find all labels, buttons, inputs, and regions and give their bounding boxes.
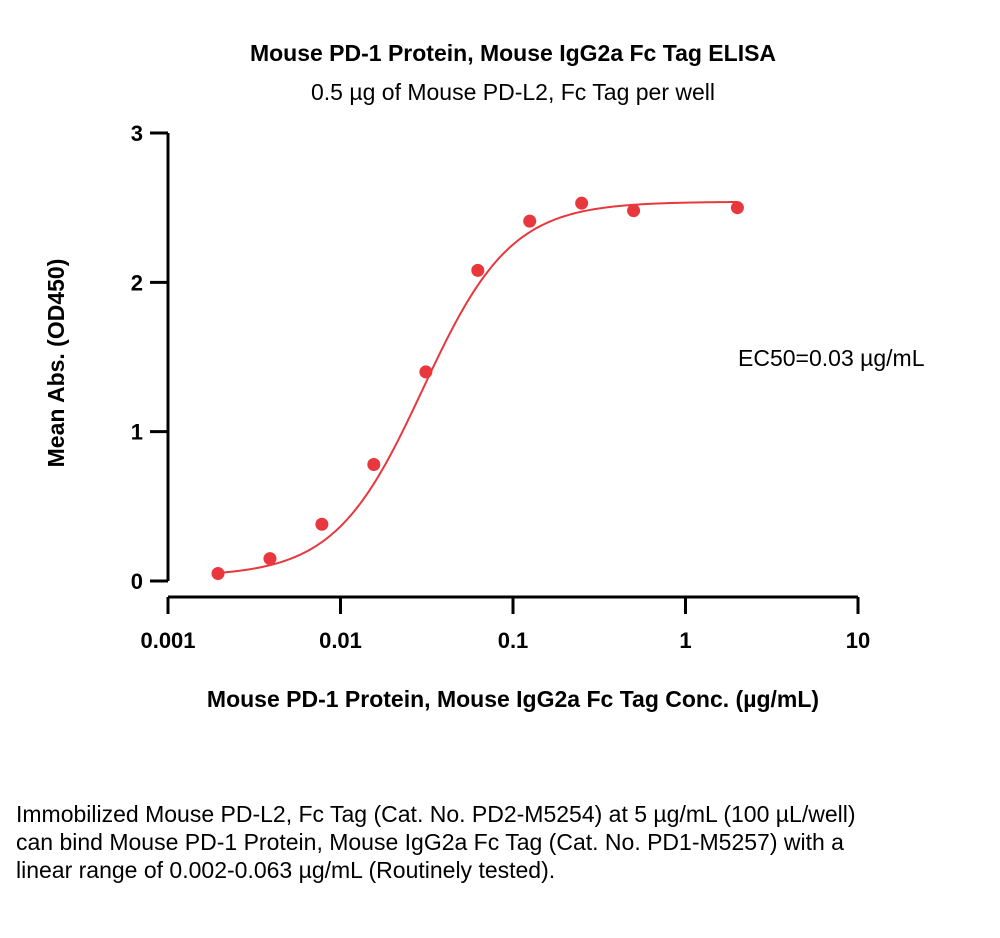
chart-subtitle: 0.5 µg of Mouse PD-L2, Fc Tag per well	[311, 79, 715, 105]
data-point	[730, 201, 744, 215]
x-tick-label: 0.1	[498, 628, 529, 653]
y-axis: 0 1 2 3	[131, 121, 170, 594]
data-point	[575, 196, 589, 210]
data-points	[211, 196, 744, 581]
y-tick-label: 0	[131, 569, 143, 594]
y-axis-label: Mean Abs. (OD450)	[43, 259, 69, 468]
elisa-chart: Mouse PD-1 Protein, Mouse IgG2a Fc Tag E…	[43, 40, 925, 712]
x-tick-label: 0.01	[319, 628, 362, 653]
y-tick-label: 1	[131, 420, 143, 445]
fit-curve	[217, 200, 738, 574]
data-point	[211, 567, 225, 581]
chart-title: Mouse PD-1 Protein, Mouse IgG2a Fc Tag E…	[250, 40, 776, 66]
data-point	[627, 204, 641, 218]
x-tick-label: 0.001	[140, 628, 195, 653]
data-point	[471, 263, 485, 277]
y-tick-label: 3	[131, 121, 143, 146]
y-ticks: 0 1 2 3	[131, 121, 168, 594]
data-point	[419, 365, 433, 379]
x-ticks: 0.001 0.01 0.1 1 10	[140, 597, 870, 653]
y-tick-label: 2	[131, 270, 143, 295]
ec50-annotation: EC50=0.03 µg/mL	[738, 345, 925, 371]
figure-caption: Immobilized Mouse PD-L2, Fc Tag (Cat. No…	[16, 801, 856, 883]
data-point	[263, 552, 277, 566]
data-point	[315, 517, 329, 531]
x-axis: 0.001 0.01 0.1 1 10	[140, 595, 870, 653]
data-point	[523, 214, 537, 228]
x-tick-label: 1	[679, 628, 691, 653]
x-axis-label: Mouse PD-1 Protein, Mouse IgG2a Fc Tag C…	[207, 686, 819, 712]
x-tick-label: 10	[846, 628, 870, 653]
data-point	[367, 458, 381, 472]
